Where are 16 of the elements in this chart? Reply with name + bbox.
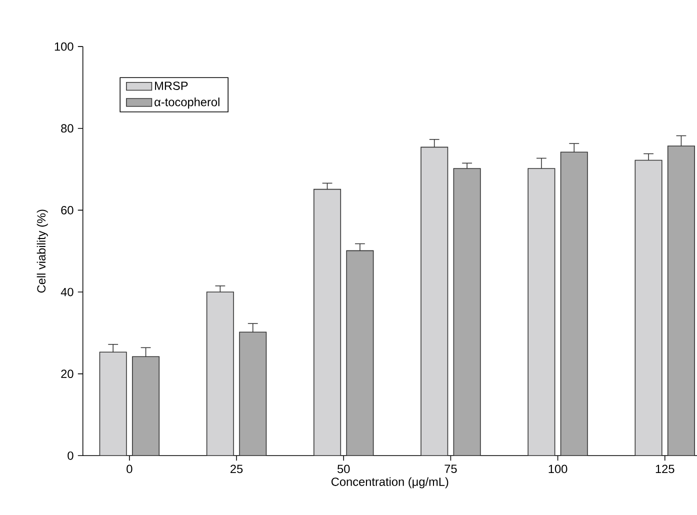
y-tick-label: 0 bbox=[68, 451, 74, 460]
y-tick-label: 80 bbox=[61, 124, 74, 133]
x-axis-title: Concentration (μg/mL) bbox=[332, 477, 448, 488]
legend-label: α-tocopherol bbox=[154, 98, 220, 109]
y-tick-label: 40 bbox=[60, 288, 74, 296]
x-tick-label: 75 bbox=[444, 464, 457, 473]
x-tick-label: 25 bbox=[230, 464, 243, 474]
legend-label: MRSP bbox=[155, 82, 188, 90]
y-tick-label: 20 bbox=[61, 370, 74, 378]
y-tick-label: 100 bbox=[54, 42, 74, 51]
x-tick-label: 100 bbox=[548, 464, 568, 474]
x-tick-label: 50 bbox=[338, 464, 350, 474]
y-tick-label: 60 bbox=[61, 206, 74, 214]
y-axis-title: Cell viability (%) bbox=[36, 210, 48, 293]
x-tick-label: 125 bbox=[656, 464, 674, 474]
x-tick-label: 0 bbox=[126, 464, 132, 474]
